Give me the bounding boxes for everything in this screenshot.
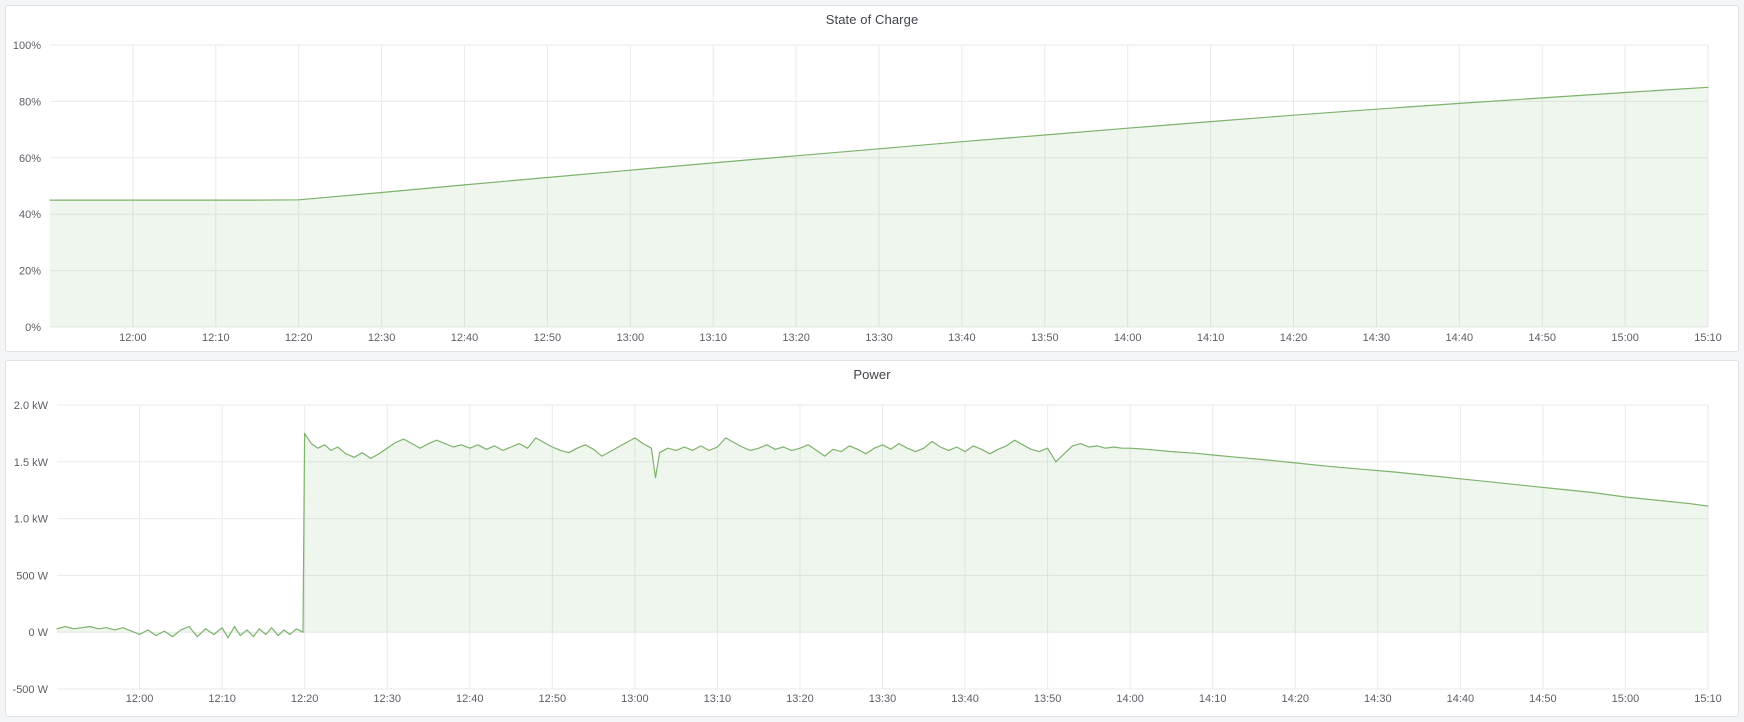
- x-tick-label: 15:10: [1694, 693, 1722, 705]
- x-tick-label: 12:20: [291, 693, 319, 705]
- x-tick-label: 13:20: [786, 693, 814, 705]
- x-tick-label: 12:50: [539, 693, 567, 705]
- x-tick-label: 12:00: [126, 693, 154, 705]
- x-tick-label: 13:50: [1034, 693, 1062, 705]
- x-tick-label: 15:00: [1612, 693, 1640, 705]
- x-tick-label: 14:40: [1446, 332, 1474, 344]
- series-line: [56, 432, 1709, 639]
- x-tick-label: 14:10: [1197, 332, 1225, 344]
- x-axis-labels: 12:00 12:10 12:20 12:30 12:40 12:50 13:00 13:10…: [126, 693, 1722, 705]
- x-tick-label: 12:50: [534, 332, 562, 344]
- y-tick-label: 1.0 kW: [14, 514, 49, 526]
- y-tick-label: 60%: [19, 153, 41, 165]
- x-tick-label: 13:50: [1031, 332, 1059, 344]
- y-tick-label: 0 W: [28, 627, 48, 639]
- y-tick-label: -500 W: [13, 684, 49, 696]
- y-axis-labels: 100% 80% 60% 40% 20% 0%: [13, 40, 41, 334]
- y-tick-label: 20%: [19, 266, 41, 278]
- x-tick-label: 15:00: [1611, 332, 1639, 344]
- y-tick-label: 500 W: [16, 570, 48, 582]
- x-tick-label: 14:50: [1529, 693, 1557, 705]
- y-tick-label: 40%: [19, 209, 41, 221]
- power-panel-title[interactable]: Power: [853, 367, 891, 382]
- x-tick-label: 12:40: [456, 693, 484, 705]
- x-tick-label: 14:20: [1281, 693, 1309, 705]
- series-area: [57, 433, 1708, 638]
- x-tick-label: 13:20: [782, 332, 810, 344]
- state-of-charge-chart[interactable]: 100%80%60%40%20%0%12:00 12:10 12:20 12:30 12…: [6, 6, 1738, 351]
- x-tick-label: 15:10: [1694, 332, 1722, 344]
- y-tick-label: 100%: [13, 40, 41, 52]
- x-tick-label: 12:20: [285, 332, 313, 344]
- x-tick-label: 13:10: [704, 693, 732, 705]
- x-tick-label: 14:10: [1199, 693, 1227, 705]
- state-of-charge-panel: State of Charge 100% 80% 60% 40% 20% 0% 12:00 1…: [5, 5, 1739, 352]
- grid: [50, 44, 1709, 328]
- x-tick-label: 13:00: [617, 332, 645, 344]
- x-tick-label: 14:00: [1116, 693, 1144, 705]
- y-tick-label: 1.5 kW: [14, 457, 49, 469]
- x-tick-label: 12:10: [202, 332, 230, 344]
- x-tick-label: 14:30: [1363, 332, 1391, 344]
- x-tick-label: 13:40: [948, 332, 976, 344]
- x-tick-label: 12:30: [373, 693, 401, 705]
- y-tick-label: 2.0 kW: [14, 400, 49, 412]
- power-panel: Power 2.0 kW 1.5 kW 1.0 kW 500 W 0 W -500 W 12…: [5, 360, 1739, 717]
- x-tick-label: 13:30: [865, 332, 893, 344]
- x-tick-label: 14:40: [1447, 693, 1475, 705]
- x-tick-label: 13:30: [869, 693, 897, 705]
- series-area: [50, 87, 1708, 327]
- x-tick-label: 12:40: [451, 332, 479, 344]
- grid: [57, 404, 1709, 690]
- x-tick-label: 12:10: [208, 693, 236, 705]
- x-axis-labels: 12:00 12:10 12:20 12:30 12:40 12:50 13:00 13:10…: [119, 332, 1722, 344]
- x-tick-label: 14:50: [1528, 332, 1556, 344]
- x-tick-label: 13:00: [621, 693, 649, 705]
- y-tick-label: 0%: [25, 322, 41, 334]
- series-line: [49, 86, 1709, 201]
- x-tick-label: 14:30: [1364, 693, 1392, 705]
- x-tick-label: 12:00: [119, 332, 147, 344]
- x-tick-label: 13:40: [951, 693, 979, 705]
- x-tick-label: 14:00: [1114, 332, 1142, 344]
- x-tick-label: 12:30: [368, 332, 396, 344]
- x-tick-label: 14:20: [1280, 332, 1308, 344]
- y-tick-label: 80%: [19, 96, 41, 108]
- y-axis-labels: 2.0 kW 1.5 kW 1.0 kW 500 W 0 W -500 W: [13, 400, 49, 696]
- x-tick-label: 13:10: [699, 332, 727, 344]
- state-of-charge-panel-title[interactable]: State of Charge: [825, 12, 919, 27]
